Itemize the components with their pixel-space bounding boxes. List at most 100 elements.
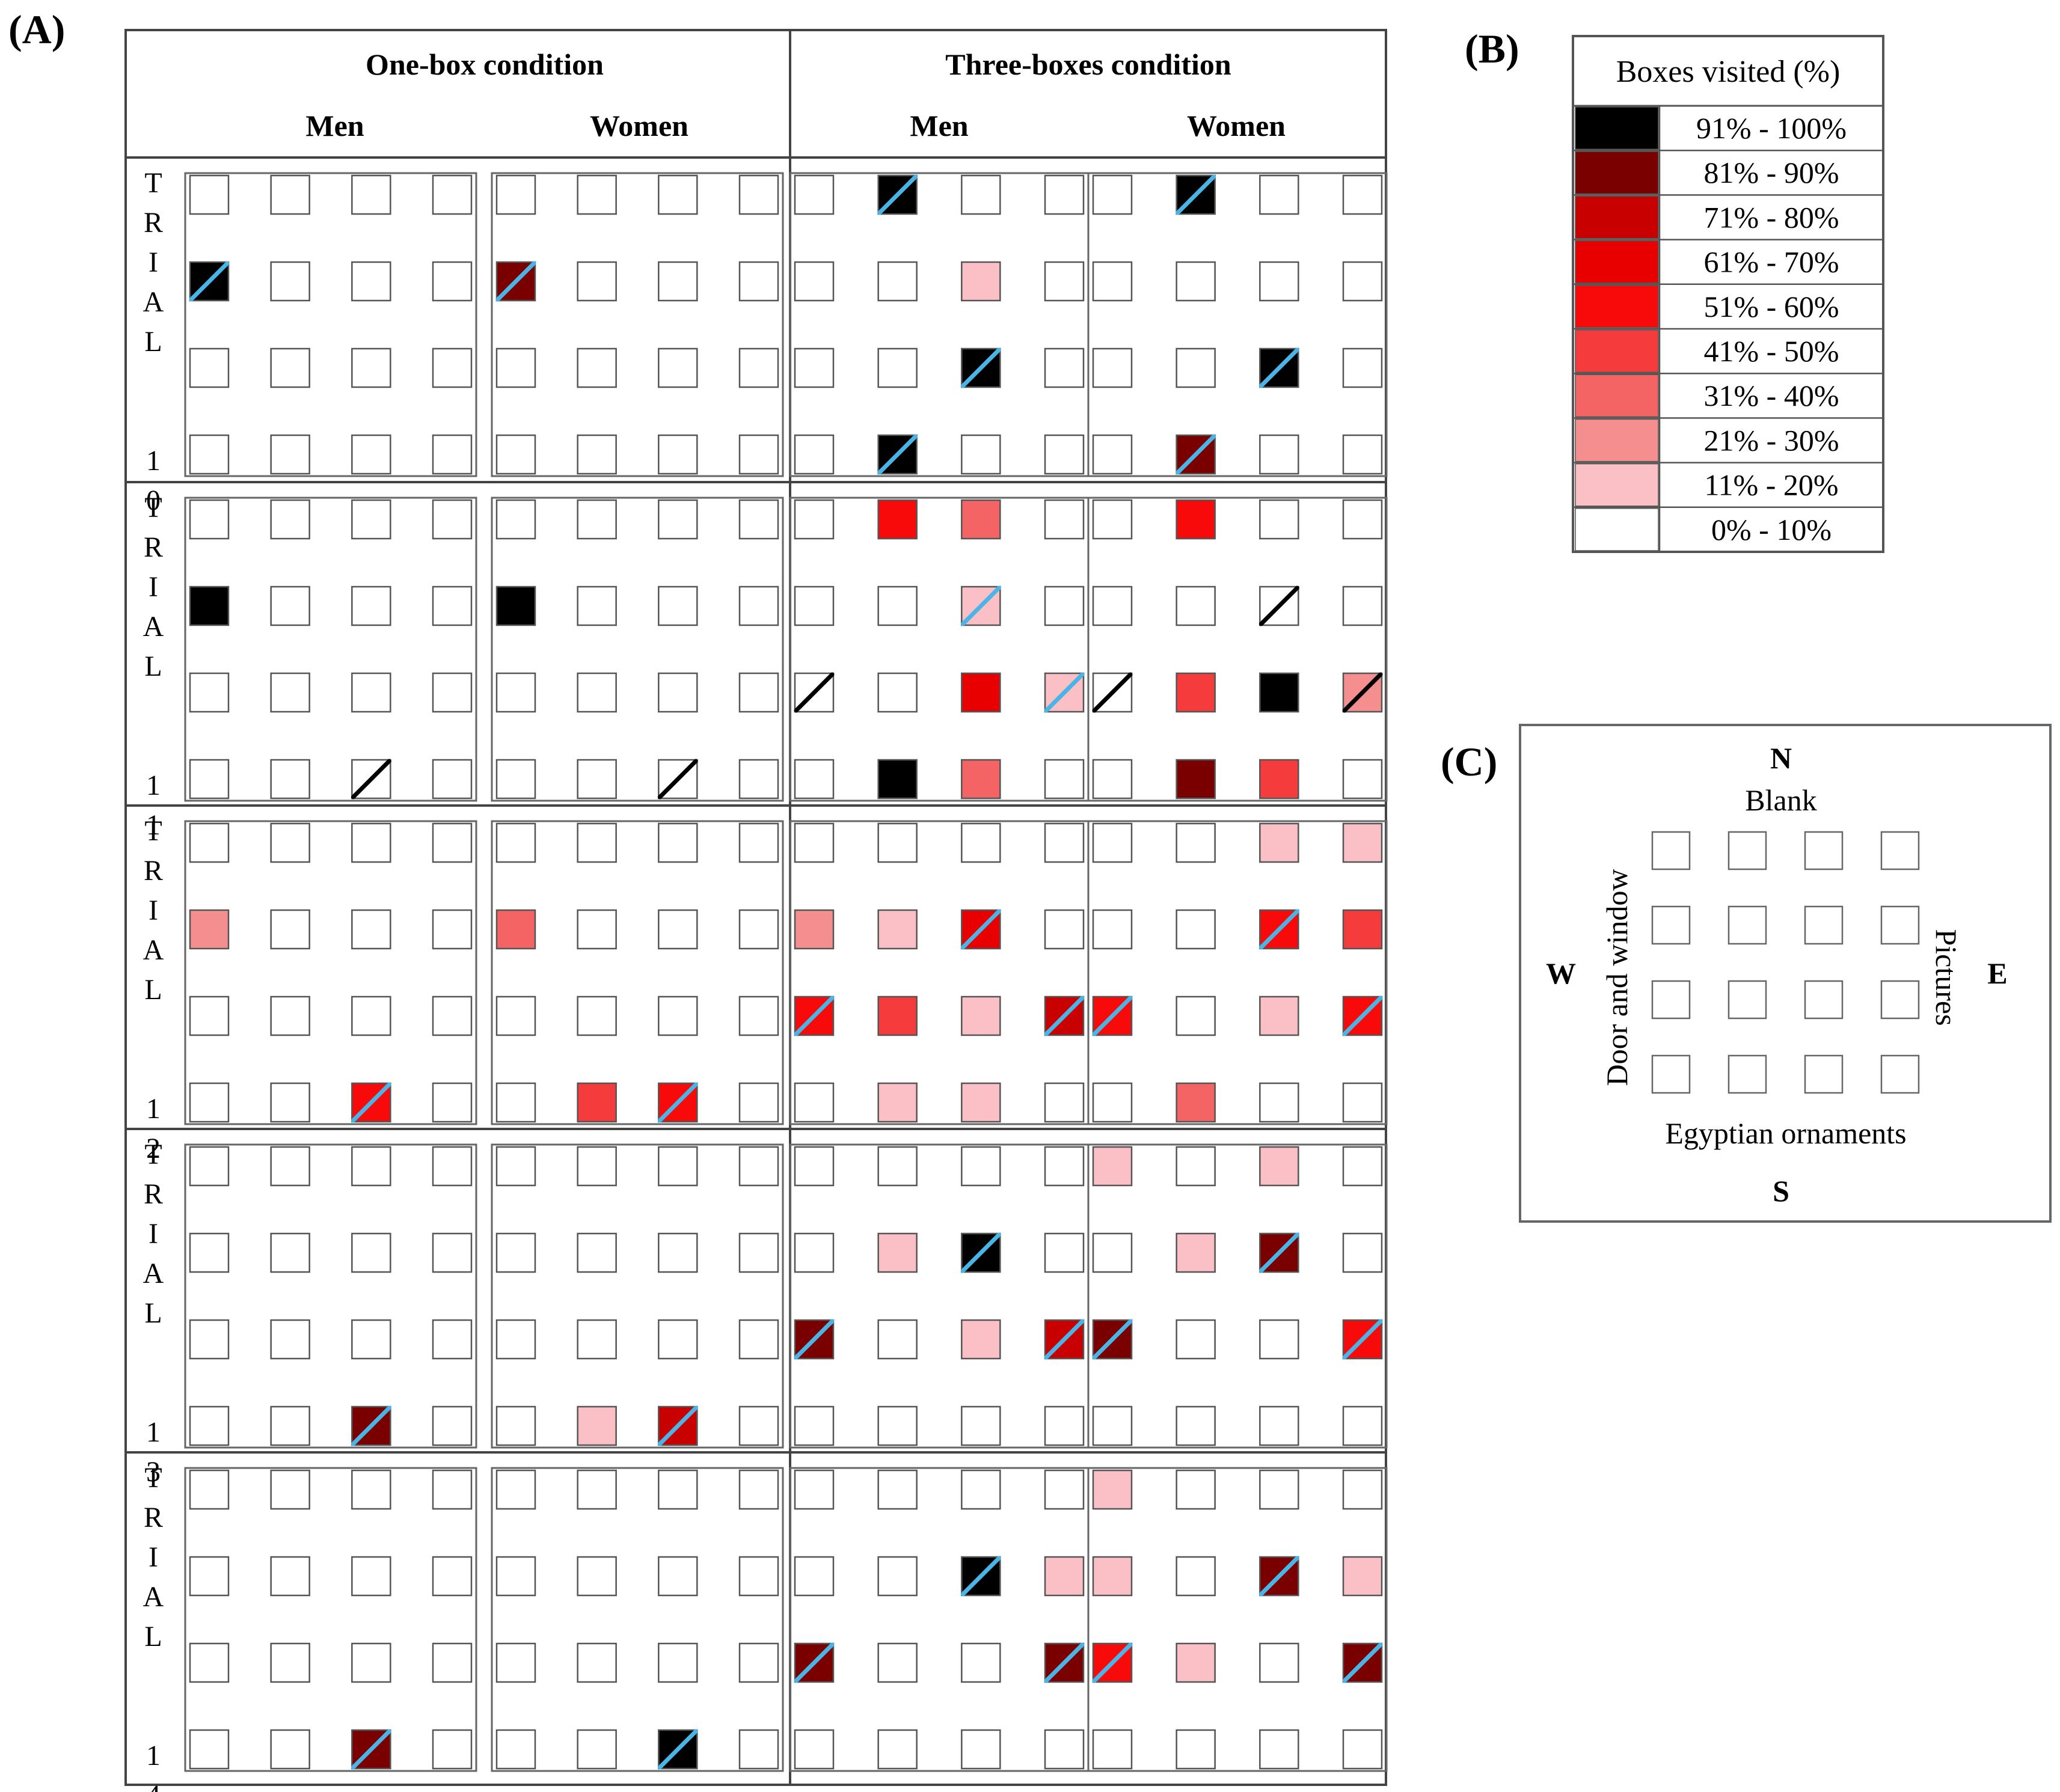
grid-box	[961, 672, 1001, 713]
legend-swatch	[1575, 151, 1659, 195]
room-frame	[1519, 724, 2052, 1223]
grid-box	[738, 174, 779, 215]
grid-box	[877, 1642, 918, 1683]
grid-box	[1044, 586, 1085, 626]
grid-box	[658, 347, 698, 388]
target-slash	[1092, 1642, 1133, 1683]
grid-box	[189, 1642, 230, 1683]
grid-box	[658, 909, 698, 950]
grid-box	[351, 499, 391, 540]
trial-label-char: A	[143, 934, 164, 966]
grid-box	[351, 909, 391, 950]
target-slash	[960, 586, 1001, 626]
grid-box	[1342, 759, 1383, 800]
grid-box	[577, 759, 617, 800]
compass-west: W	[1546, 956, 1576, 990]
grid-box	[738, 995, 779, 1036]
grid-box	[1259, 1729, 1299, 1770]
grid-box	[270, 499, 310, 540]
grid-box	[877, 1405, 918, 1446]
legend-swatch	[1575, 508, 1659, 551]
grid-box	[877, 1729, 918, 1770]
grid-box	[1342, 261, 1383, 302]
legend-range-label: 81% - 90%	[1704, 156, 1839, 189]
grid-box	[1092, 909, 1133, 950]
grid-box	[794, 174, 835, 215]
grid-box	[351, 1146, 391, 1187]
grid-box	[658, 586, 698, 626]
trial-label-char: A	[143, 286, 164, 318]
grid-box	[961, 434, 1001, 475]
condition-title-one-box: One-box condition	[366, 47, 604, 81]
grid-box	[1044, 1405, 1085, 1446]
grid-box	[877, 586, 918, 626]
grid-box	[658, 261, 698, 302]
grid-box	[658, 995, 698, 1036]
box-grid	[1087, 820, 1388, 1125]
grid-box	[877, 1319, 918, 1360]
grid-box	[1044, 1469, 1085, 1510]
grid-box	[877, 1146, 918, 1187]
grid-box	[877, 261, 918, 302]
grid-box	[738, 909, 779, 950]
grid-box	[961, 1082, 1001, 1123]
box-grid	[1087, 497, 1388, 802]
legend-row: 91% - 100%	[1573, 106, 1883, 151]
grid-box	[495, 672, 536, 713]
room-box	[1727, 980, 1767, 1020]
grid-box	[1342, 1232, 1383, 1273]
grid-box	[432, 759, 473, 800]
trial-label-char: A	[143, 1258, 164, 1289]
grid-box	[1259, 499, 1299, 540]
box-grid	[491, 820, 784, 1125]
room-box	[1727, 831, 1767, 870]
grid-box	[1044, 499, 1085, 540]
target-slash	[1092, 995, 1133, 1036]
legend-row: 0% - 10%	[1573, 507, 1883, 553]
grid-box	[1259, 1082, 1299, 1123]
box-grid	[1087, 172, 1388, 477]
grid-box	[1259, 822, 1299, 863]
trial-label-char: 1	[146, 809, 161, 841]
grid-box	[577, 434, 617, 475]
box-grid	[789, 172, 1090, 477]
grid-box	[1176, 1405, 1216, 1446]
grid-box	[961, 995, 1001, 1036]
trial-label-char: R	[144, 207, 163, 239]
target-slash	[351, 759, 391, 800]
target-slash	[1342, 672, 1383, 713]
legend-swatch	[1575, 240, 1659, 284]
panel-c: (C) N S W E Blank Egyptian ornaments Doo…	[1441, 724, 2052, 1223]
grid-box	[1092, 1556, 1133, 1597]
grid-box	[1044, 1232, 1085, 1273]
grid-box	[189, 499, 230, 540]
grid-box	[1342, 434, 1383, 475]
grid-frame	[491, 820, 784, 1125]
grid-box	[189, 1232, 230, 1273]
grid-box	[577, 672, 617, 713]
grid-box	[1044, 822, 1085, 863]
box-grid	[789, 820, 1090, 1125]
grid-box	[1176, 1232, 1216, 1273]
grid-box	[432, 586, 473, 626]
box-grid	[491, 497, 784, 802]
trial-rows: TRIAL10TRIAL11TRIAL12TRIAL13TRIAL14	[126, 167, 1388, 1792]
panel-b-label: (B)	[1465, 26, 1519, 72]
grid-box	[495, 1642, 536, 1683]
grid-box	[738, 434, 779, 475]
grid-box	[495, 1082, 536, 1123]
grid-box	[577, 822, 617, 863]
trial-label-char: I	[149, 571, 158, 603]
grid-box	[351, 1232, 391, 1273]
target-slash	[351, 1405, 391, 1446]
grid-box	[961, 1146, 1001, 1187]
grid-box	[189, 1729, 230, 1770]
grid-box	[961, 1405, 1001, 1446]
grid-box	[1259, 759, 1299, 800]
grid-box	[351, 586, 391, 626]
grid-box	[495, 1729, 536, 1770]
grid-box	[1342, 1146, 1383, 1187]
grid-box	[1259, 672, 1299, 713]
room-box	[1804, 831, 1844, 870]
